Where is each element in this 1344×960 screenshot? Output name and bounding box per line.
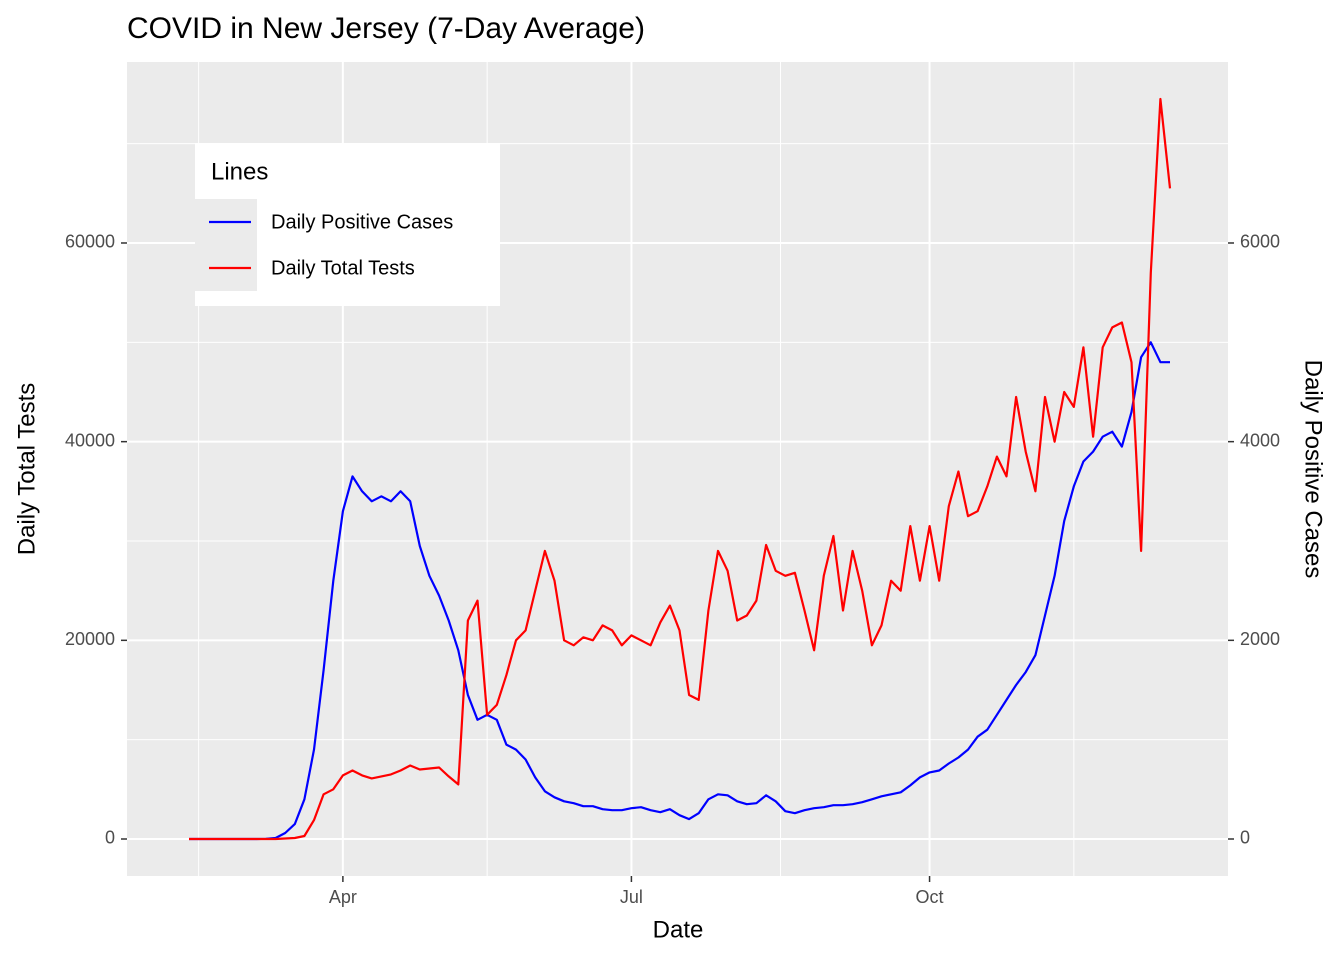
x-tick-label: Oct	[916, 887, 944, 907]
y2-tick-label: 4000	[1240, 430, 1280, 450]
chart-title: COVID in New Jersey (7-Day Average)	[127, 12, 645, 45]
y2-tick-label: 2000	[1240, 629, 1280, 649]
y-tick-label: 60000	[65, 232, 115, 252]
x-tick-label: Apr	[329, 887, 357, 907]
y-axis-title: Daily Total Tests	[13, 383, 40, 556]
y2-tick-label: 6000	[1240, 232, 1280, 252]
legend-label: Daily Positive Cases	[271, 211, 453, 233]
y2-tick-label: 0	[1240, 828, 1250, 848]
x-axis-title: Date	[653, 916, 704, 943]
y2-axis-title: Daily Positive Cases	[1300, 360, 1327, 579]
y-tick-label: 20000	[65, 629, 115, 649]
x-tick-label: Jul	[620, 887, 643, 907]
data-line	[189, 341, 1170, 841]
y-tick-label: 0	[105, 828, 115, 848]
legend-title: Lines	[211, 158, 268, 185]
legend-label: Daily Total Tests	[271, 257, 415, 279]
data-line	[189, 97, 1172, 841]
y-tick-label: 40000	[65, 430, 115, 450]
